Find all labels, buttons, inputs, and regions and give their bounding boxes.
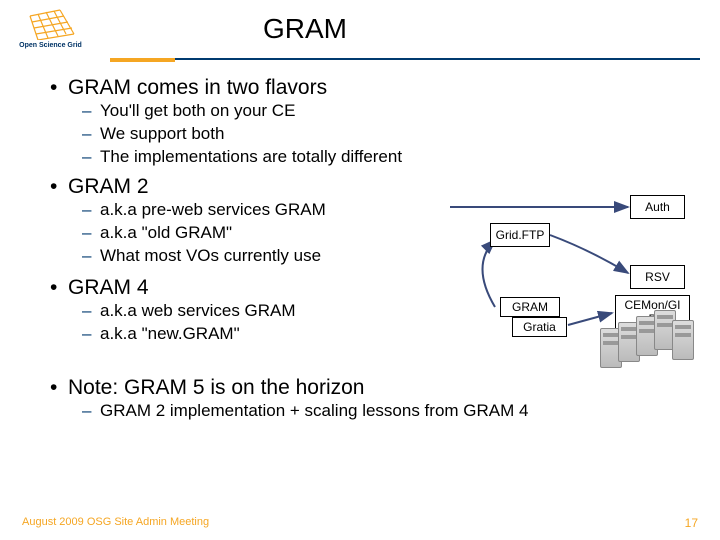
slide-footer: August 2009 OSG Site Admin Meeting 17 [0, 516, 720, 530]
title-underline-accent [110, 58, 175, 62]
server-rack-icon [600, 310, 700, 370]
node-rsv: RSV [630, 265, 685, 289]
footer-meeting: August 2009 OSG Site Admin Meeting [22, 516, 209, 530]
sub-impl: The implementations are totally differen… [50, 146, 700, 169]
node-gram: GRAM [500, 297, 560, 317]
grid-icon [26, 8, 76, 40]
logo-text: Open Science Grid [8, 42, 93, 49]
sub-scaling: GRAM 2 implementation + scaling lessons … [50, 400, 700, 423]
osg-logo: Open Science Grid [8, 8, 93, 49]
node-gridftp: Grid.FTP [490, 223, 550, 247]
sub-ce: You'll get both on your CE [50, 100, 700, 123]
node-auth: Auth [630, 195, 685, 219]
slide-header: Open Science Grid GRAM [0, 0, 720, 49]
sub-support: We support both [50, 123, 700, 146]
bullet-flavors: GRAM comes in two flavors [50, 76, 700, 100]
slide-title: GRAM [263, 13, 347, 45]
node-gratia: Gratia [512, 317, 567, 337]
slide-number: 17 [685, 516, 698, 530]
